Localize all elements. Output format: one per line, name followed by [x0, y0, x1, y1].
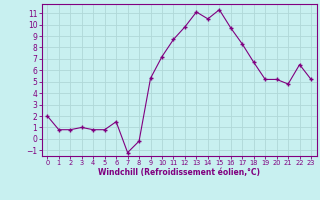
X-axis label: Windchill (Refroidissement éolien,°C): Windchill (Refroidissement éolien,°C) — [98, 168, 260, 177]
